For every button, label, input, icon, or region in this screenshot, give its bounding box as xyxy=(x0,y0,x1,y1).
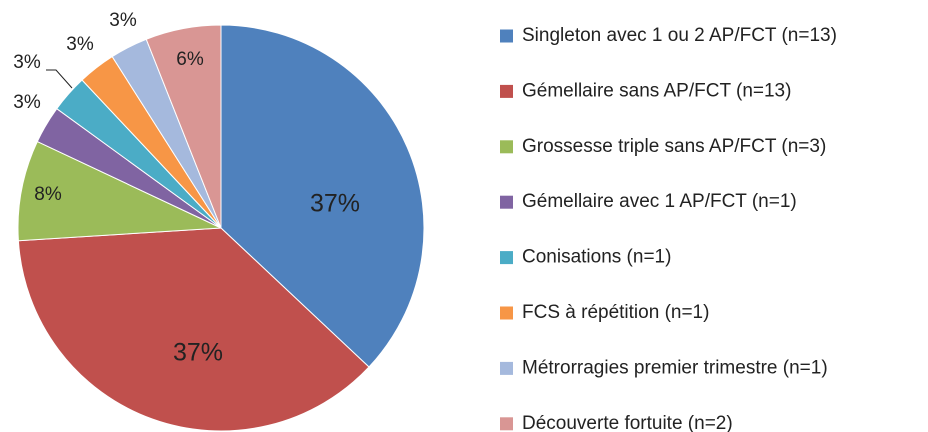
pie-slice xyxy=(145,24,222,229)
legend-swatch xyxy=(500,195,513,209)
legend-swatch xyxy=(500,140,513,154)
data-label: 3% xyxy=(66,34,94,55)
data-label: 3% xyxy=(13,52,41,73)
legend-label: Gémellaire sans AP/FCT (n=13) xyxy=(522,80,791,101)
data-label: 37% xyxy=(310,190,360,218)
legend-label: Métrorragies premier trimestre (n=1) xyxy=(522,357,828,378)
pie-slice xyxy=(17,227,370,432)
legend-label: FCS à répétition (n=1) xyxy=(522,302,709,323)
data-label: 8% xyxy=(34,184,62,205)
data-label: 3% xyxy=(13,92,41,113)
data-label: 6% xyxy=(176,49,204,70)
legend-label: Gémellaire avec 1 AP/FCT (n=1) xyxy=(522,191,797,212)
pie-slice xyxy=(17,140,222,242)
legend-swatch xyxy=(500,417,513,431)
legend-swatch xyxy=(500,29,513,43)
legend-swatch xyxy=(500,306,513,320)
legend-swatch xyxy=(500,251,513,265)
data-label: 37% xyxy=(173,339,223,367)
legend-swatch xyxy=(500,84,513,98)
legend-swatch xyxy=(500,361,513,375)
legend-label: Grossesse triple sans AP/FCT (n=3) xyxy=(522,136,826,157)
leader-line xyxy=(46,69,73,89)
pie-slice xyxy=(220,24,425,368)
data-label: 3% xyxy=(109,10,137,31)
legend-label: Singleton avec 1 ou 2 AP/FCT (n=13) xyxy=(522,25,837,46)
legend-label: Découverte fortuite (n=2) xyxy=(522,413,733,432)
legend-label: Conisations (n=1) xyxy=(522,247,671,268)
